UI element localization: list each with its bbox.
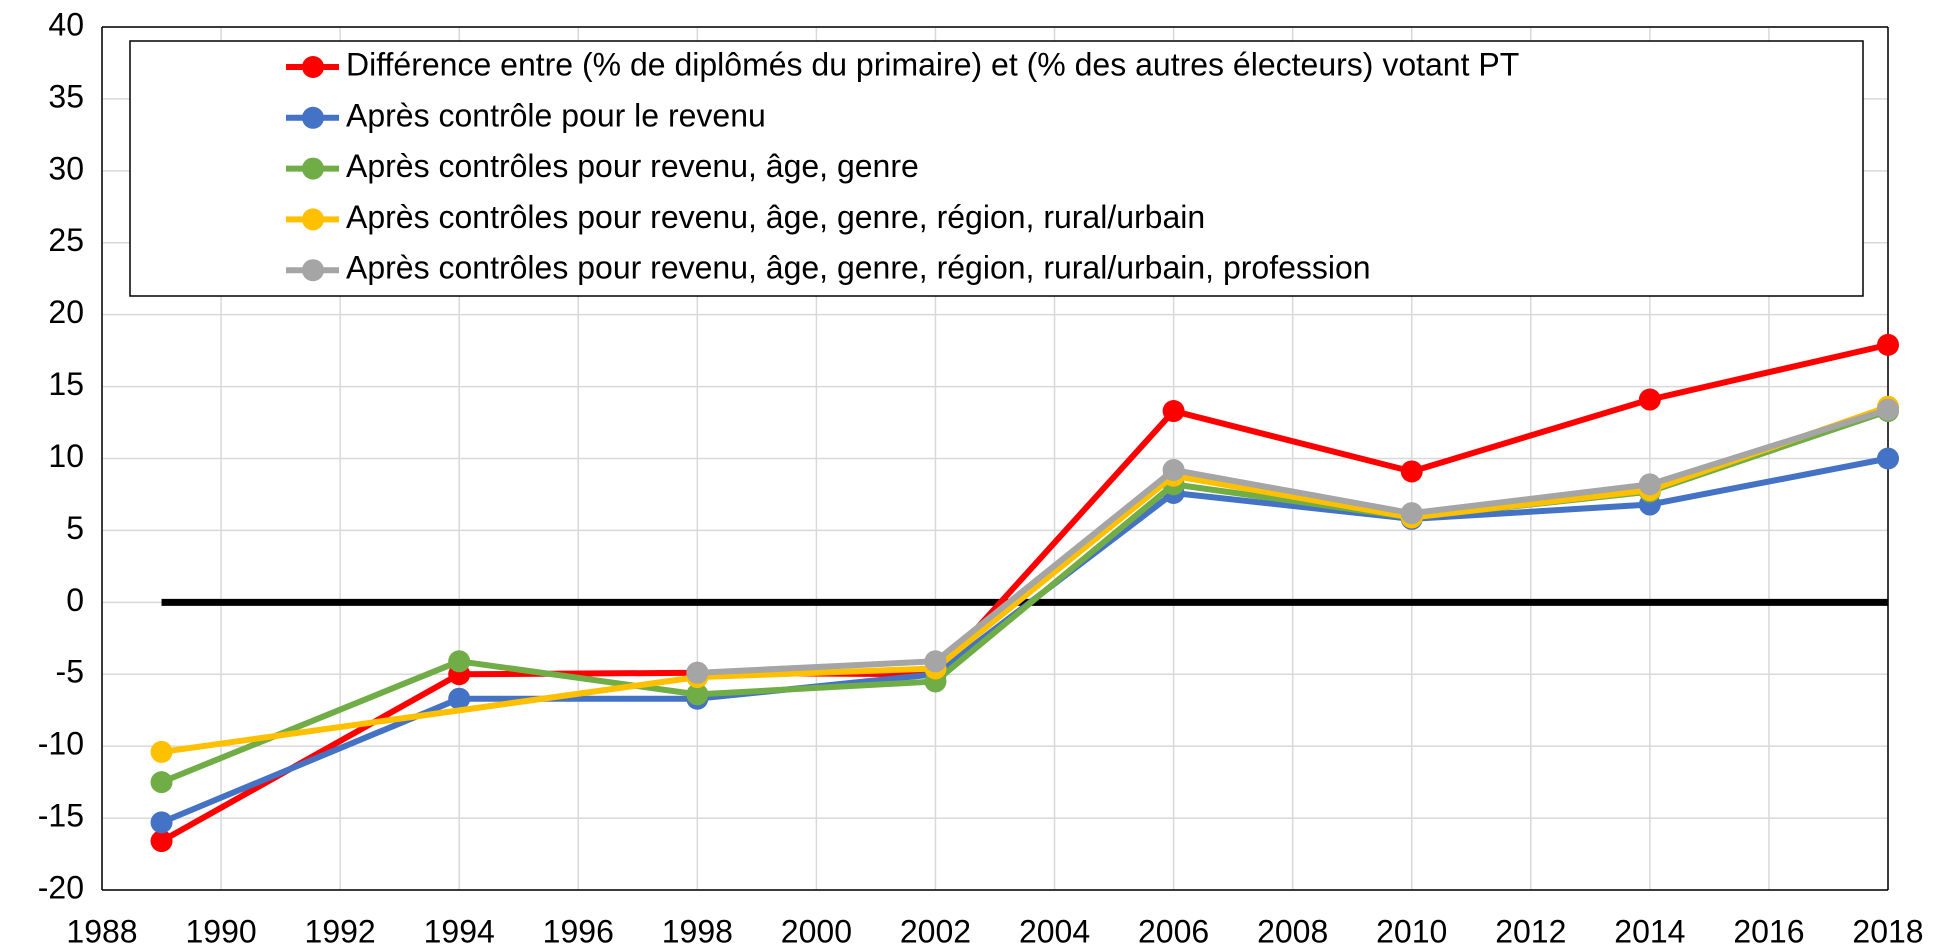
y-tick-label: 0 <box>66 582 84 618</box>
y-tick-label: 20 <box>48 294 84 330</box>
y-tick-label: -20 <box>38 869 84 905</box>
point <box>686 661 709 684</box>
legend-label: Après contrôles pour revenu, âge, genre <box>346 148 919 184</box>
point <box>1877 398 1899 421</box>
point <box>150 771 173 794</box>
y-tick-label: -5 <box>56 654 84 690</box>
point <box>1162 459 1185 482</box>
x-tick-label: 2008 <box>1257 913 1328 949</box>
point <box>1162 400 1185 423</box>
point <box>448 687 471 710</box>
point <box>150 811 173 834</box>
y-tick-label: 15 <box>48 366 84 402</box>
legend-label: Après contrôles pour revenu, âge, genre,… <box>346 199 1205 235</box>
point <box>686 683 709 706</box>
point <box>1638 473 1661 496</box>
x-tick-label: 2012 <box>1495 913 1566 949</box>
point <box>1877 333 1899 356</box>
x-tick-label: 1992 <box>305 913 376 949</box>
x-tick-label: 2016 <box>1733 913 1804 949</box>
point <box>150 830 173 853</box>
legend-marker <box>302 56 324 78</box>
y-tick-label: 40 <box>48 6 84 42</box>
legend-marker <box>302 157 324 180</box>
x-tick-label: 1998 <box>662 913 733 949</box>
point <box>150 740 173 763</box>
x-tick-label: 2002 <box>900 913 971 949</box>
point <box>448 650 471 673</box>
x-tick-label: 1990 <box>185 913 256 949</box>
x-tick-label: 2018 <box>1852 913 1923 949</box>
legend: Différence entre (% de diplômés du prima… <box>129 40 1864 297</box>
x-tick-label: 2004 <box>1019 913 1090 949</box>
y-tick-label: 25 <box>48 222 84 258</box>
legend-label: Après contrôle pour le revenu <box>346 97 766 133</box>
x-tick-label: 1996 <box>543 913 614 949</box>
series-line <box>160 341 1889 844</box>
legend-box <box>129 40 1864 297</box>
y-tick-label: -10 <box>38 726 84 762</box>
x-tick-label: 2010 <box>1376 913 1447 949</box>
x-tick-label: 1988 <box>66 913 137 949</box>
y-tick-label: 35 <box>48 78 84 114</box>
point <box>1638 388 1661 411</box>
x-tick-label: 2000 <box>781 913 852 949</box>
series-line <box>160 455 1889 826</box>
legend-marker <box>302 106 324 129</box>
legend-label: Différence entre (% de diplômés du prima… <box>346 46 1519 82</box>
x-tick-label: 1994 <box>424 913 495 949</box>
legend-label: Après contrôles pour revenu, âge, genre,… <box>346 250 1371 286</box>
x-tick-label: 2014 <box>1614 913 1685 949</box>
x-tick-label: 2006 <box>1138 913 1209 949</box>
y-tick-label: -15 <box>38 798 84 834</box>
point <box>1400 502 1423 525</box>
y-tick-label: 30 <box>48 150 84 186</box>
point <box>924 650 947 673</box>
point <box>1877 447 1899 470</box>
y-tick-label: 5 <box>66 510 84 546</box>
legend-marker <box>302 259 324 282</box>
series-line <box>697 406 1889 676</box>
point <box>1400 460 1423 483</box>
legend-marker <box>302 208 324 231</box>
y-tick-label: 10 <box>48 438 84 474</box>
